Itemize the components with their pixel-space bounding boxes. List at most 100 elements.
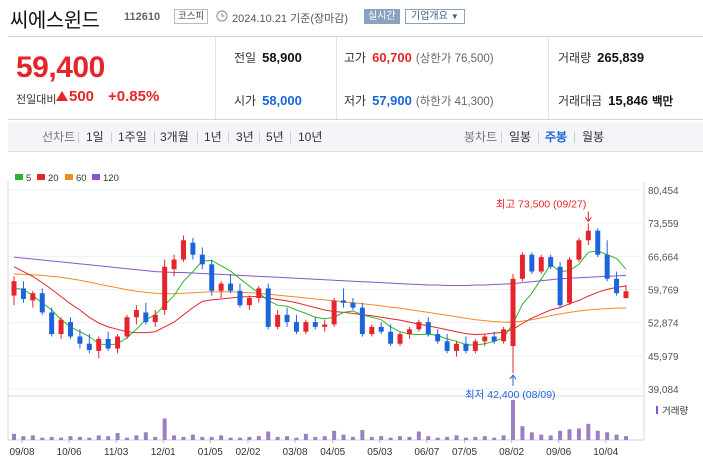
min-price-annotation: 최저 42,400 (08/09) xyxy=(465,389,556,401)
volume-legend-swatch xyxy=(656,406,658,414)
volume-bar xyxy=(68,436,73,440)
volume-bar xyxy=(275,436,280,440)
candle-body xyxy=(378,326,384,332)
volume-bar xyxy=(426,436,431,440)
volume-bar xyxy=(256,436,261,440)
volume-bar xyxy=(40,437,45,440)
tab-weekly[interactable]: 주봉 xyxy=(545,130,568,144)
tab-daily[interactable]: 일봉 xyxy=(509,130,532,144)
volume-bar xyxy=(341,434,346,440)
change-value: 500 xyxy=(56,88,94,105)
volume-bar xyxy=(96,435,101,440)
y-tick-label: 45,979 xyxy=(648,352,679,363)
candle-body xyxy=(510,278,516,347)
volume-bar xyxy=(520,426,525,440)
candle-body xyxy=(218,283,224,291)
divider xyxy=(501,132,502,143)
volume-bar xyxy=(511,400,516,440)
volume-bar xyxy=(49,436,54,440)
tab-1d[interactable]: 1일 xyxy=(86,130,104,144)
volume-bar xyxy=(614,434,619,440)
divider xyxy=(574,132,575,143)
candle-body xyxy=(501,329,507,342)
volume-bar xyxy=(558,430,563,440)
divider xyxy=(228,132,229,143)
volume-bar xyxy=(228,437,233,440)
volume-bar xyxy=(12,433,16,440)
candle-body xyxy=(39,293,45,313)
candle-body xyxy=(567,259,573,303)
volume-bar xyxy=(624,436,628,440)
tab-5y[interactable]: 5년 xyxy=(266,130,284,144)
open-price: 시가 58,000 xyxy=(234,93,302,108)
y-tick-label: 66,664 xyxy=(648,252,679,263)
change-label: 전일대비 xyxy=(16,94,57,106)
volume-bar xyxy=(454,435,459,440)
volume-bar xyxy=(313,436,318,440)
ma60-line xyxy=(13,273,626,323)
up-triangle-icon xyxy=(56,91,68,101)
x-tick-label: 03/08 xyxy=(283,447,308,458)
divider xyxy=(548,37,549,119)
candle-body xyxy=(162,266,168,311)
candle-body xyxy=(312,322,318,327)
candle-body xyxy=(11,281,17,296)
overview-label: 기업개요 xyxy=(411,11,448,22)
candle-body xyxy=(96,338,102,351)
tab-10y[interactable]: 10년 xyxy=(298,130,323,144)
volume-bar xyxy=(398,436,403,440)
candle-body xyxy=(444,341,450,351)
candle-body xyxy=(256,288,262,299)
y-tick-label: 39,084 xyxy=(648,385,679,396)
quote-date: 2024.10.21 기준(장마감) xyxy=(232,13,349,25)
tab-1y[interactable]: 1년 xyxy=(204,130,222,144)
volume-bar xyxy=(445,436,450,440)
tab-3y[interactable]: 3년 xyxy=(236,130,254,144)
legend-swatch xyxy=(92,174,100,180)
period-tab-bar: 선차트 1일 1주일 3개월 1년 3년 5년 10년 봉차트 일봉 주봉 월봉 xyxy=(8,122,703,152)
volume-bar xyxy=(586,423,591,440)
tab-1w[interactable]: 1주일 xyxy=(118,130,147,144)
candle-body xyxy=(576,240,582,260)
stock-name: 씨에스윈드 xyxy=(10,10,100,32)
candle-body xyxy=(209,264,215,291)
clock-icon xyxy=(216,10,228,22)
volume-bar xyxy=(388,437,393,440)
candle-body xyxy=(397,334,403,344)
candle-body xyxy=(228,283,234,291)
volume-bar xyxy=(181,436,186,440)
candle-body xyxy=(199,254,205,265)
x-tick-label: 11/03 xyxy=(104,447,129,458)
x-tick-label: 10/04 xyxy=(593,447,618,458)
volume-bar xyxy=(200,436,205,440)
candle-body xyxy=(406,329,412,335)
y-tick-label: 73,559 xyxy=(648,219,679,230)
volume-bar xyxy=(59,437,64,440)
y-tick-label: 59,769 xyxy=(648,286,679,297)
volume-bar xyxy=(360,430,365,440)
max-price-annotation: 최고 73,500 (09/27) xyxy=(496,198,587,210)
volume-bar xyxy=(124,437,129,440)
candle-chart-label: 봉차트 xyxy=(464,130,498,144)
candle-body xyxy=(265,288,271,327)
candle-body xyxy=(303,322,309,332)
volume-bar xyxy=(219,435,224,440)
tab-monthly[interactable]: 월봉 xyxy=(582,130,605,144)
candle-body xyxy=(623,291,629,299)
candle-body xyxy=(133,310,139,318)
tab-3m[interactable]: 3개월 xyxy=(160,130,189,144)
legend-swatch xyxy=(65,174,73,180)
x-tick-label: 02/02 xyxy=(235,447,260,458)
realtime-button[interactable]: 실시간 xyxy=(364,9,400,24)
candle-body xyxy=(237,290,243,306)
candle-body xyxy=(275,314,281,327)
candle-body xyxy=(180,240,186,260)
company-overview-dropdown[interactable]: 기업개요 ▼ xyxy=(405,9,465,24)
candle-body xyxy=(143,312,149,323)
legend-swatch xyxy=(15,174,23,180)
volume-bar xyxy=(190,434,195,440)
volume-bar xyxy=(482,436,487,440)
volume-bar xyxy=(115,433,120,440)
candle-body xyxy=(152,314,158,323)
